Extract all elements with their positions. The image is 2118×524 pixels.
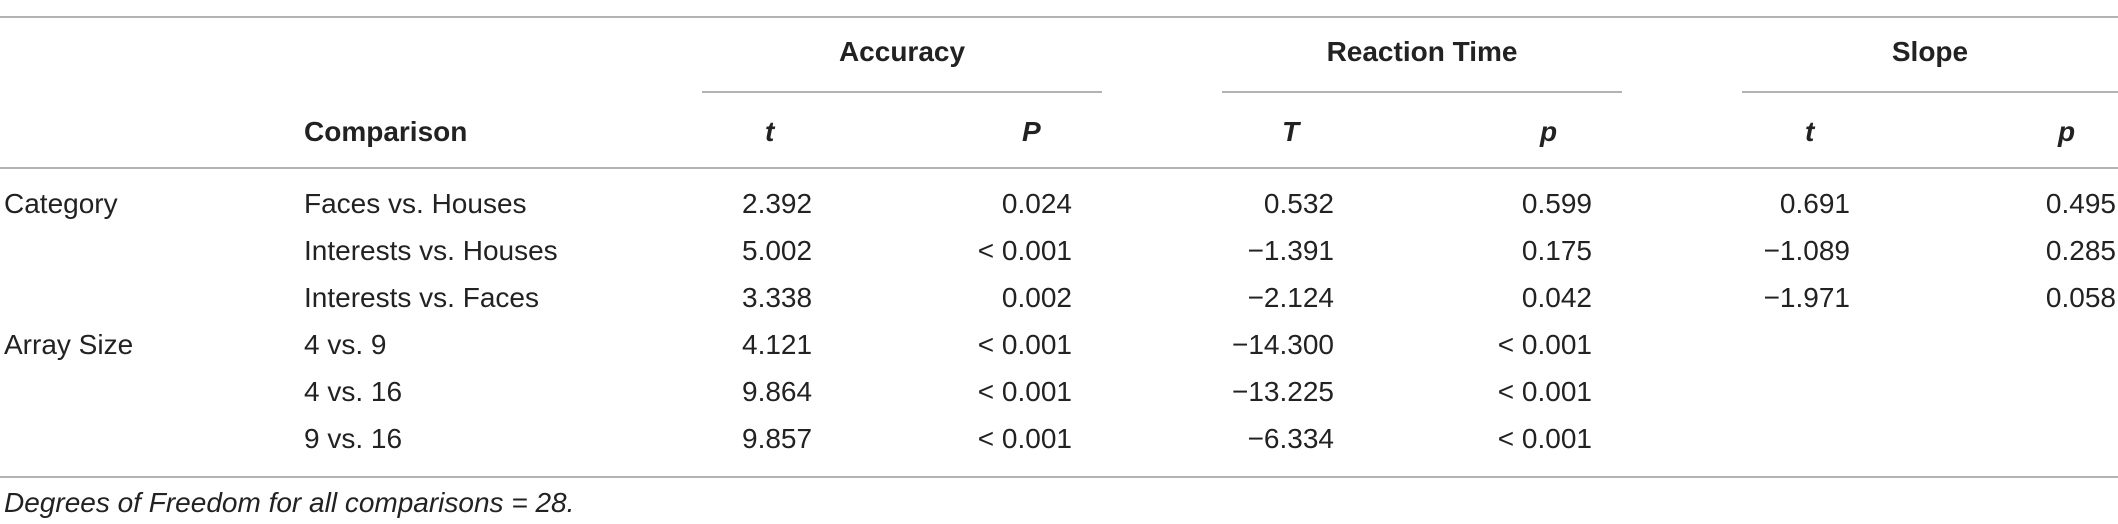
- table-cell-acc-p: < 0.001: [977, 329, 1072, 360]
- group-header-reaction-time: Reaction Time: [1326, 36, 1518, 67]
- table-cell-acc-p: < 0.001: [977, 235, 1072, 266]
- table-cell-rt-t: −1.391: [1247, 235, 1334, 266]
- table-cell-acc-t: 5.002: [742, 235, 813, 266]
- table-cell-slope-t: 0.691: [1779, 188, 1850, 219]
- accuracy-group-rule: [702, 91, 1102, 93]
- column-header-slope-p: p: [2058, 116, 2076, 147]
- table-cell-acc-p: < 0.001: [977, 423, 1072, 454]
- column-header-accuracy-t: t: [765, 116, 775, 147]
- table-cell-acc-p: 0.002: [1001, 282, 1072, 313]
- column-header-comparison: Comparison: [304, 116, 468, 147]
- group-header-accuracy: Accuracy: [838, 36, 966, 67]
- column-header-rt-p: p: [1540, 116, 1558, 147]
- table-cell-rt-p: 0.042: [1521, 282, 1592, 313]
- table-cell-comparison: Faces vs. Houses: [304, 188, 527, 219]
- table-cell-comparison: Interests vs. Faces: [304, 282, 539, 313]
- table-cell-acc-p: < 0.001: [977, 376, 1072, 407]
- reaction-time-group-rule: [1222, 91, 1622, 93]
- table-cell-comparison: 4 vs. 16: [304, 376, 403, 407]
- table-cell-slope-p: 0.495: [2045, 188, 2116, 219]
- column-header-accuracy-p: P: [1022, 116, 1041, 147]
- table-cell-slope-p: 0.285: [2045, 235, 2116, 266]
- table-cell-rt-t: −13.225: [1232, 376, 1334, 407]
- table-cell-comparison: 9 vs. 16: [304, 423, 403, 454]
- table-cell-rt-p: 0.175: [1521, 235, 1592, 266]
- table-cell-comparison: 4 vs. 9: [304, 329, 387, 360]
- table-cell-acc-t: 4.121: [742, 329, 813, 360]
- table-cell-rt-t: −6.334: [1247, 423, 1334, 454]
- table-cell-slope-t: −1.089: [1763, 235, 1850, 266]
- table-cell-factor: Category: [4, 188, 118, 219]
- header-bottom-rule: [0, 167, 2118, 169]
- table-cell-comparison: Interests vs. Houses: [304, 235, 558, 266]
- table-cell-rt-t: 0.532: [1263, 188, 1334, 219]
- table-cell-slope-t: −1.971: [1763, 282, 1850, 313]
- table-cell-rt-t: −2.124: [1247, 282, 1334, 313]
- table-cell-rt-p: 0.599: [1521, 188, 1592, 219]
- table-cell-acc-t: 3.338: [742, 282, 813, 313]
- table-cell-acc-t: 9.864: [742, 376, 813, 407]
- table-cell-rt-p: < 0.001: [1497, 329, 1592, 360]
- group-header-slope: Slope: [1891, 36, 1969, 67]
- column-header-slope-t: t: [1805, 116, 1815, 147]
- table-cell-rt-p: < 0.001: [1497, 423, 1592, 454]
- table-cell-acc-t: 2.392: [742, 188, 813, 219]
- table-cell-factor: Array Size: [4, 329, 134, 360]
- column-header-rt-t: T: [1282, 116, 1300, 147]
- table-bottom-rule: [0, 476, 2118, 478]
- table-cell-slope-p: 0.058: [2045, 282, 2116, 313]
- table-cell-rt-t: −14.300: [1232, 329, 1334, 360]
- table-footnote: Degrees of Freedom for all comparisons =…: [4, 487, 575, 518]
- table-cell-rt-p: < 0.001: [1497, 376, 1592, 407]
- table-cell-acc-p: 0.024: [1001, 188, 1072, 219]
- top-rule: [0, 16, 2118, 18]
- slope-group-rule: [1742, 91, 2118, 93]
- table-cell-acc-t: 9.857: [742, 423, 813, 454]
